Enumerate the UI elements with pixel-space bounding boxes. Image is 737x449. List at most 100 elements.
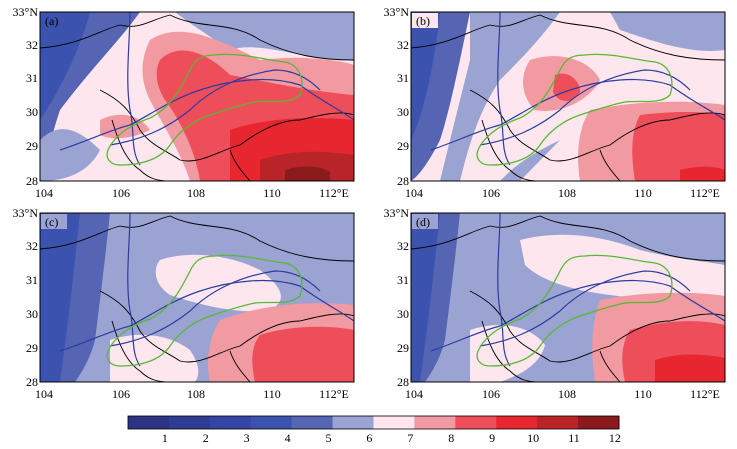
lat-tick: 29 — [397, 139, 409, 153]
lon-tick: 110 — [634, 186, 652, 200]
panel-a-lines — [40, 12, 354, 181]
lat-tick: 33°N — [384, 206, 410, 220]
lat-tick: 32 — [397, 239, 409, 253]
lon-tick: 104 — [35, 186, 53, 200]
lat-tick: 31 — [397, 273, 409, 287]
lon-tick: 106 — [482, 186, 500, 200]
panel-b-fill — [411, 12, 725, 181]
colorbar-frame — [127, 415, 620, 430]
lat-tick: 31 — [397, 71, 409, 85]
colorbar-swatch — [537, 416, 579, 429]
colorbar-swatch — [496, 416, 538, 429]
panel-b-label: (b) — [416, 14, 430, 28]
lon-tick: 104 — [405, 186, 423, 200]
panel-b-lon-ticks: 104 106 108 110 112°E — [405, 186, 720, 200]
colorbar-label: 11 — [568, 431, 580, 445]
colorbar-swatch — [209, 416, 252, 429]
panel-c-lon-ticks: 104 106 108 110 112°E — [35, 387, 349, 401]
colorbar-swatch — [128, 416, 170, 429]
lon-tick: 108 — [558, 387, 576, 401]
panel-d-lat-ticks: 33°N 32 31 30 29 28 — [384, 206, 410, 389]
lon-tick: 112°E — [319, 387, 349, 401]
panel-a-fill — [40, 12, 354, 181]
colorbar-label: 12 — [609, 431, 621, 445]
colorbar-label: 9 — [489, 431, 495, 445]
lat-tick: 28 — [397, 174, 409, 188]
colorbar-label: 2 — [203, 431, 209, 445]
lon-tick: 112°E — [690, 186, 720, 200]
colorbar-label: 8 — [448, 431, 454, 445]
panel-c-lat-ticks: 33°N 32 31 30 29 28 — [13, 206, 39, 389]
panel-b-label-bg — [412, 13, 438, 28]
panel-d-frame — [410, 212, 726, 383]
panel-c-fill — [40, 213, 354, 382]
panel-a: (a) 33°N 32 31 30 29 28 104 106 108 110 … — [13, 5, 355, 200]
panel-c-lines — [40, 213, 354, 382]
panel-c-frame — [39, 212, 355, 383]
lon-tick: 108 — [187, 387, 205, 401]
colorbar-swatch — [414, 416, 456, 429]
lat-tick: 29 — [26, 341, 38, 355]
lat-tick: 32 — [26, 239, 38, 253]
lon-tick: 104 — [35, 387, 53, 401]
lon-tick: 108 — [558, 186, 576, 200]
panel-a-label: (a) — [45, 14, 58, 28]
panel-c: (c) 33°N 32 31 30 29 28 104 106 108 110 … — [13, 206, 355, 401]
lat-tick: 32 — [397, 38, 409, 52]
lon-tick: 106 — [112, 387, 130, 401]
panel-c-label: (c) — [45, 215, 58, 229]
lon-tick: 108 — [187, 186, 205, 200]
panel-d-lines — [411, 213, 725, 382]
panel-d-label: (d) — [416, 215, 430, 229]
colorbar-swatch — [250, 416, 293, 429]
lat-tick: 30 — [397, 307, 409, 321]
lon-tick: 110 — [263, 387, 281, 401]
colorbar-swatch — [578, 416, 620, 429]
lat-tick: 29 — [26, 139, 38, 153]
colorbar-label: 6 — [366, 431, 372, 445]
panel-d-fill — [411, 213, 725, 382]
panel-a-lon-ticks: 104 106 108 110 112°E — [35, 186, 349, 200]
panel-d-lon-ticks: 104 106 108 110 112°E — [405, 387, 720, 401]
lon-tick: 112°E — [690, 387, 720, 401]
lat-tick: 30 — [26, 307, 38, 321]
lon-tick: 110 — [634, 387, 652, 401]
colorbar-swatch — [291, 416, 334, 429]
panel-b-lines — [411, 12, 725, 181]
colorbar-label: 7 — [407, 431, 413, 445]
panel-c-label-bg — [41, 214, 67, 229]
colorbar: 1 2 3 4 5 6 7 8 9 10 11 12 — [127, 415, 621, 445]
lat-tick: 33°N — [384, 5, 410, 19]
panel-b: (b) 33°N 32 31 30 29 28 104 106 108 110 … — [384, 5, 726, 200]
lon-tick: 110 — [263, 186, 281, 200]
lat-tick: 29 — [397, 341, 409, 355]
lon-tick: 106 — [112, 186, 130, 200]
lon-tick: 112°E — [319, 186, 349, 200]
colorbar-label: 3 — [244, 431, 250, 445]
lat-tick: 30 — [26, 105, 38, 119]
lat-tick: 32 — [26, 38, 38, 52]
panel-d: (d) 33°N 32 31 30 29 28 104 106 108 110 … — [384, 206, 726, 401]
lat-tick: 31 — [26, 71, 38, 85]
colorbar-label: 5 — [325, 431, 331, 445]
lat-tick: 30 — [397, 105, 409, 119]
panel-b-lat-ticks: 33°N 32 31 30 29 28 — [384, 5, 410, 188]
colorbar-swatch — [168, 416, 211, 429]
lat-tick: 33°N — [13, 5, 39, 19]
panel-a-frame — [39, 11, 355, 182]
colorbar-label: 1 — [162, 431, 168, 445]
colorbar-label: 10 — [527, 431, 539, 445]
lat-tick: 28 — [26, 375, 38, 389]
panel-d-label-bg — [412, 214, 438, 229]
lat-tick: 33°N — [13, 206, 39, 220]
lon-tick: 106 — [482, 387, 500, 401]
panel-a-lat-ticks: 33°N 32 31 30 29 28 — [13, 5, 39, 188]
panel-b-frame — [410, 11, 726, 182]
colorbar-swatch — [332, 416, 374, 429]
colorbar-swatch — [373, 416, 415, 429]
colorbar-label: 4 — [285, 431, 291, 445]
colorbar-swatch — [455, 416, 497, 429]
lat-tick: 28 — [397, 375, 409, 389]
panel-a-label-bg — [41, 13, 67, 28]
